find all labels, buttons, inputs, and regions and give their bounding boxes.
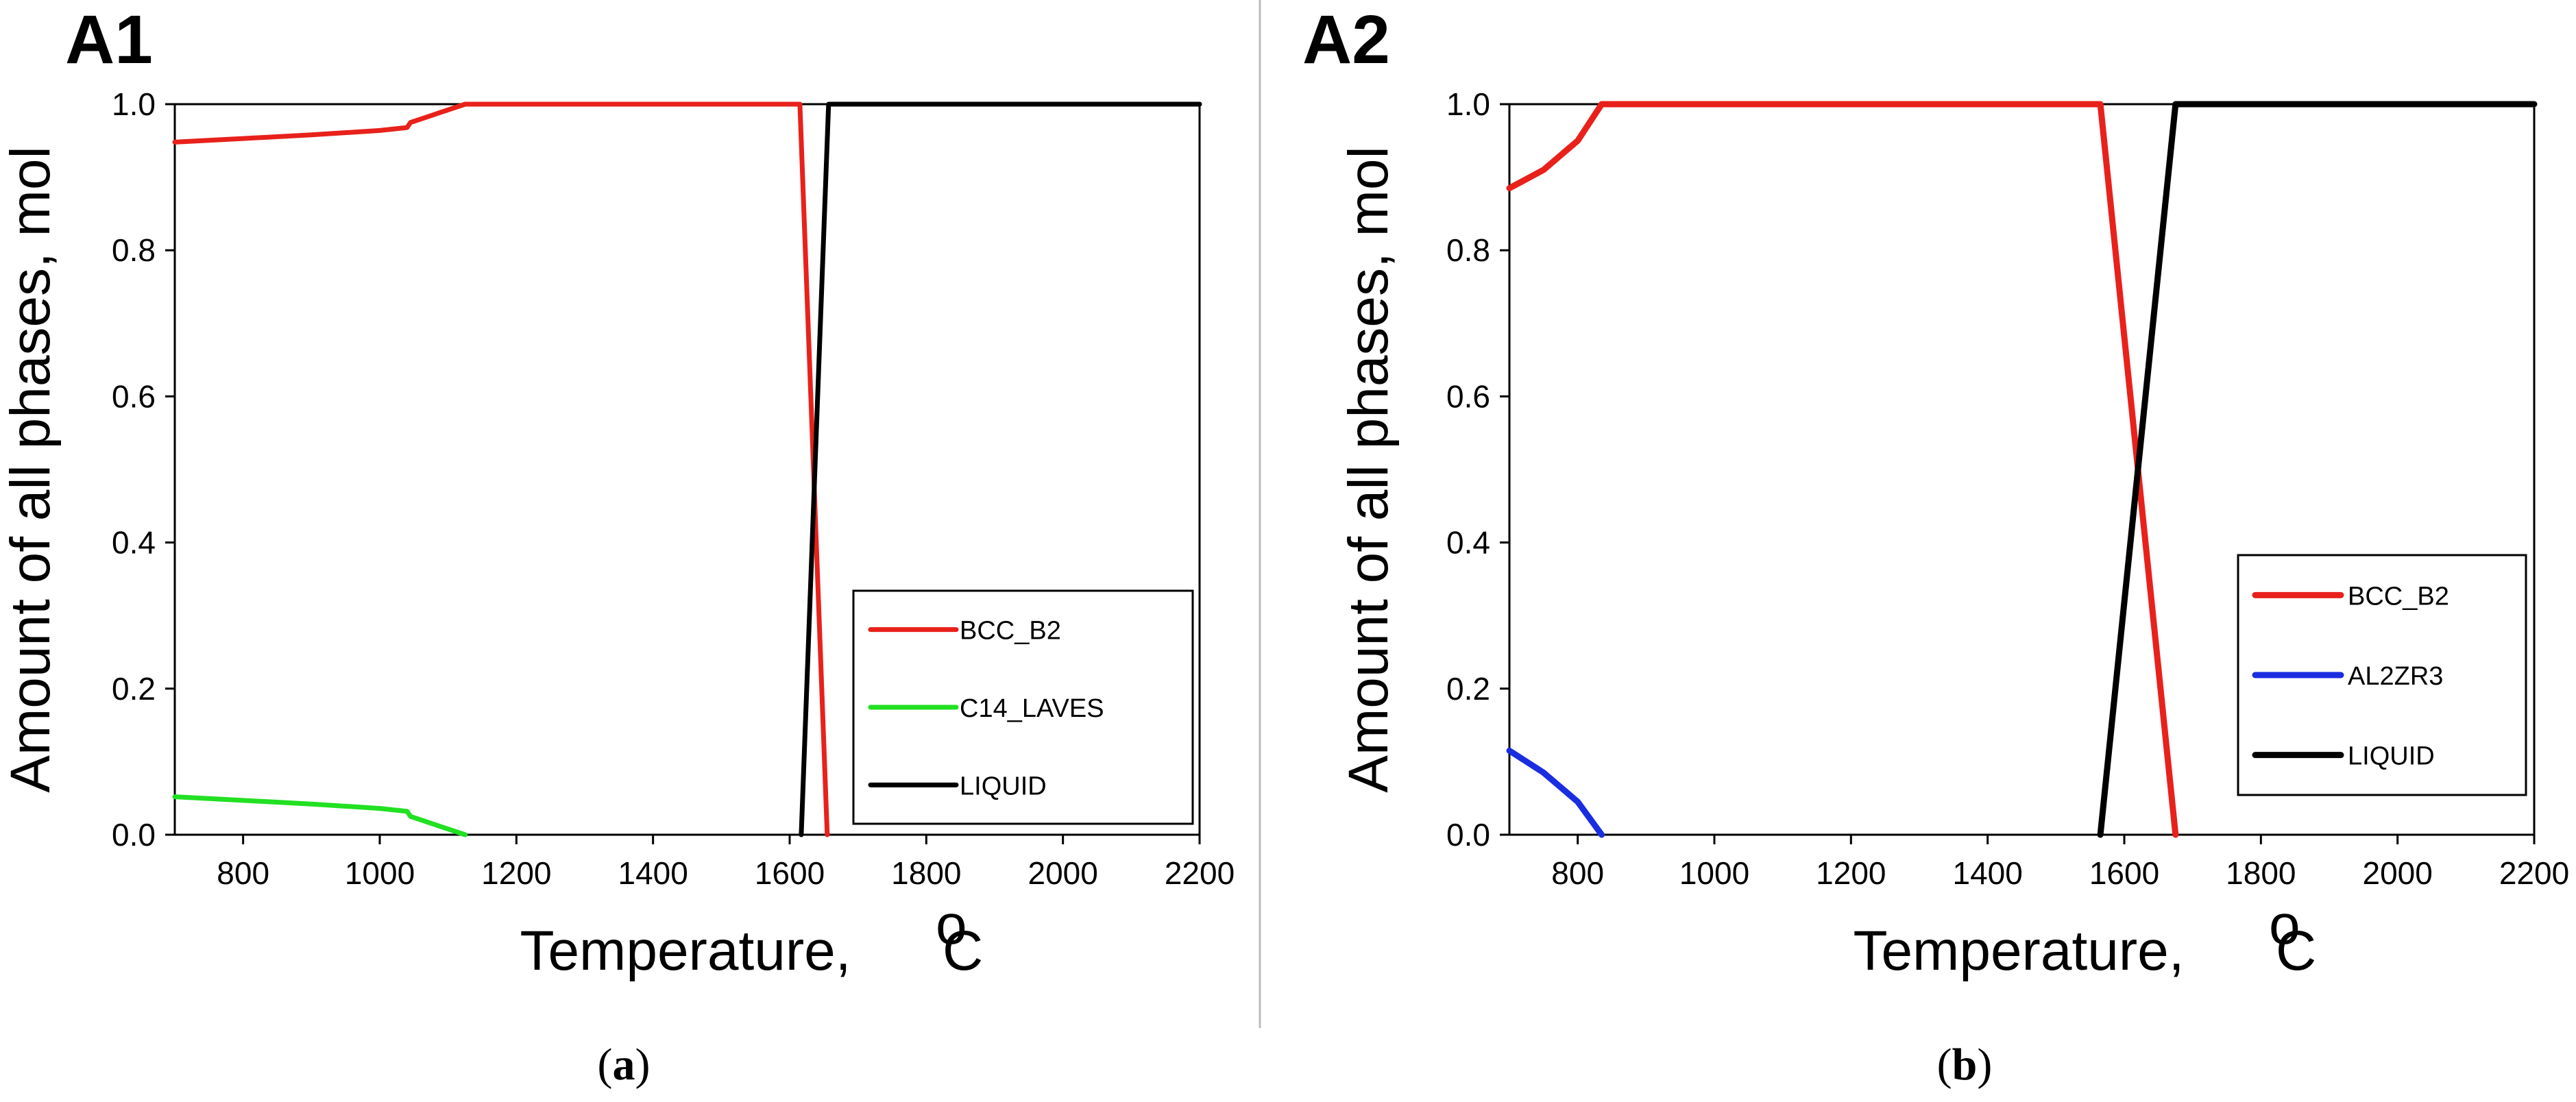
x-tick-label: 2000 (1028, 855, 1097, 891)
x-tick-label: 1600 (2089, 855, 2159, 891)
x-tick-label: 1400 (1952, 855, 2022, 891)
x-axis-label: Temperature, (520, 920, 851, 982)
legend-label: BCC_B2 (2348, 582, 2449, 611)
panel-label: A1 (65, 1, 153, 78)
x-tick-label: 1200 (1816, 855, 1886, 891)
x-tick-label: 1400 (618, 855, 688, 891)
x-tick-label: 1000 (345, 855, 415, 891)
panel-a: A1 800 1000 1200 1400 1600 1800 2000 2200 0.0 0.2 0… (0, 1, 1235, 1090)
y-tick-label: 0.6 (112, 378, 156, 414)
caption-close: ) (635, 1040, 651, 1090)
y-tick-label: 0.0 (112, 817, 156, 853)
y-tick-label: 0.8 (112, 232, 156, 268)
y-axis-label: Amount of all phases, mol (1337, 146, 1400, 792)
legend-label: BCC_B2 (960, 617, 1061, 646)
caption-close: ) (1977, 1040, 1992, 1090)
series-line-liquid (799, 101, 1202, 837)
y-tick-label: 0.6 (1446, 378, 1490, 414)
caption-letter: b (1952, 1040, 1978, 1090)
x-tick-label: 1800 (2226, 855, 2296, 891)
panel-caption: (b) (1937, 1040, 1993, 1090)
x-tick-label: 2200 (1165, 855, 1235, 891)
x-axis-label-unit: C (2276, 920, 2316, 982)
legend-label: LIQUID (2348, 742, 2435, 771)
x-tick-label: 2200 (2499, 855, 2569, 891)
x-tick-label: 1800 (891, 855, 961, 891)
y-tick-label: 0.2 (112, 671, 156, 707)
y-tick-label: 0.4 (112, 525, 156, 561)
panel-label: A2 (1302, 1, 1390, 78)
x-axis-label-degree: o (936, 894, 967, 956)
x-tick-label: 800 (1551, 855, 1604, 891)
legend-label: LIQUID (960, 772, 1047, 800)
y-tick-label: 1.0 (1446, 86, 1490, 122)
x-tick-label: 2000 (2362, 855, 2432, 891)
y-axis-label: Amount of all phases, mol (0, 146, 62, 792)
legend-label: AL2ZR3 (2348, 662, 2443, 691)
y-tick-label: 0.0 (1446, 817, 1490, 853)
caption-open: ( (1937, 1040, 1952, 1090)
x-axis-label-unit: C (943, 920, 983, 982)
panel-b: A2 800 1000 1200 1400 1600 1800 2000 2200 0.0 0.2 0… (1302, 1, 2569, 1090)
x-axis-label: Temperature, (1853, 920, 2184, 982)
panel-caption: (a) (598, 1040, 651, 1090)
series-line-al2zr3 (1506, 747, 1605, 838)
x-tick-label: 1200 (481, 855, 551, 891)
series-line-bcc-b2 (1506, 101, 2179, 838)
x-tick-label: 1000 (1679, 855, 1749, 891)
y-tick-label: 0.2 (1446, 671, 1490, 707)
caption-letter: a (613, 1040, 635, 1090)
legend-label: C14_LAVES (960, 694, 1104, 723)
y-tick-label: 0.4 (1446, 525, 1490, 561)
caption-open: ( (598, 1040, 613, 1090)
x-tick-label: 800 (217, 855, 269, 891)
x-tick-label: 1600 (755, 855, 825, 891)
series-line-liquid (2097, 101, 2538, 838)
y-tick-label: 0.8 (1446, 232, 1490, 268)
series-line-c14-laves (172, 794, 468, 837)
y-tick-label: 1.0 (112, 86, 156, 122)
series-line-bcc-b2 (172, 101, 830, 837)
x-axis-label-degree: o (2269, 894, 2300, 956)
